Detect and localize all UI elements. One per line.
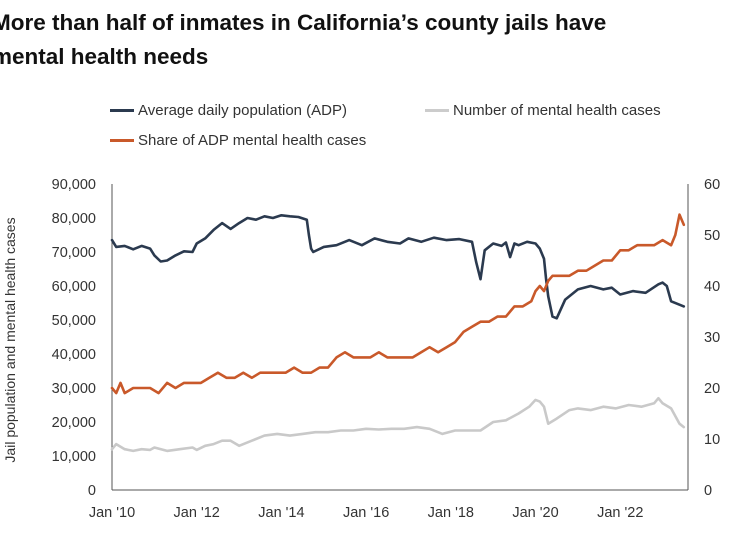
x-tick-label: Jan '10 [89,505,135,521]
legend-label-adp: Average daily population (ADP) [138,102,348,119]
legend-label-mh-cases: Number of mental health cases [453,102,661,119]
x-tick-label: Jan '14 [258,505,304,521]
y-tick-label-right: 60 [704,177,720,193]
y-tick-label-right: 10 [704,432,720,448]
tick-labels: 0 10,000 20,000 30,000 40,000 50,000 60,000 70,… [52,177,721,521]
series-line-adp [110,214,686,320]
legend-item-share: Share of ADP mental health cases [110,132,366,149]
y-axis-label: Jail population and mental health cases [2,217,18,462]
y-tick-label-right: 20 [704,381,720,397]
axes [111,184,689,491]
series-line-mental-health-cases [110,396,686,453]
y-tick-label-left: 0 [88,483,96,499]
legend-swatch-mh-cases [425,109,449,112]
y-tick-label-left: 10,000 [52,449,96,465]
series-layer [110,213,686,453]
legend-swatch-adp [110,109,134,112]
y-tick-label-left: 40,000 [52,347,96,363]
x-tick-label: Jan '22 [597,505,643,521]
legend-label-share: Share of ADP mental health cases [138,132,367,149]
y-tick-label-right: 0 [704,483,712,499]
series-line-share-adp [110,213,686,395]
y-tick-label-left: 20,000 [52,415,96,431]
y-tick-label-left: 80,000 [52,211,96,227]
y-tick-label-left: 90,000 [52,177,96,193]
chart-title: More than half of inmates in California’… [0,10,607,69]
x-tick-label: Jan '20 [512,505,558,521]
legend-swatch-share [110,139,134,142]
x-tick-label: Jan '12 [174,505,220,521]
y-tick-label-right: 30 [704,330,720,346]
legend-item-adp: Average daily population (ADP) [110,102,347,119]
y-tick-label-right: 50 [704,228,720,244]
y-tick-label-left: 30,000 [52,381,96,397]
x-tick-label: Jan '16 [343,505,389,521]
y-tick-label-right: 40 [704,279,720,295]
legend: Average daily population (ADP) Number of… [0,0,750,160]
y-tick-label-left: 70,000 [52,245,96,261]
legend-item-mh-cases: Number of mental health cases [425,102,661,119]
y-tick-label-left: 60,000 [52,279,96,295]
y-tick-label-left: 50,000 [52,313,96,329]
x-tick-label: Jan '18 [428,505,474,521]
